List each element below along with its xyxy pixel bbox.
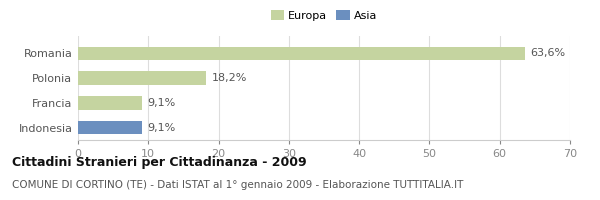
Text: 18,2%: 18,2%	[212, 73, 247, 83]
Text: Cittadini Stranieri per Cittadinanza - 2009: Cittadini Stranieri per Cittadinanza - 2…	[12, 156, 307, 169]
Text: 9,1%: 9,1%	[148, 123, 176, 133]
Bar	[78, 96, 142, 110]
Bar	[78, 47, 525, 60]
Bar	[78, 71, 206, 85]
Bar	[78, 121, 142, 134]
Text: COMUNE DI CORTINO (TE) - Dati ISTAT al 1° gennaio 2009 - Elaborazione TUTTITALIA: COMUNE DI CORTINO (TE) - Dati ISTAT al 1…	[12, 180, 463, 190]
Text: 9,1%: 9,1%	[148, 98, 176, 108]
Text: 63,6%: 63,6%	[530, 48, 566, 58]
Legend: Europa, Asia: Europa, Asia	[271, 10, 377, 21]
